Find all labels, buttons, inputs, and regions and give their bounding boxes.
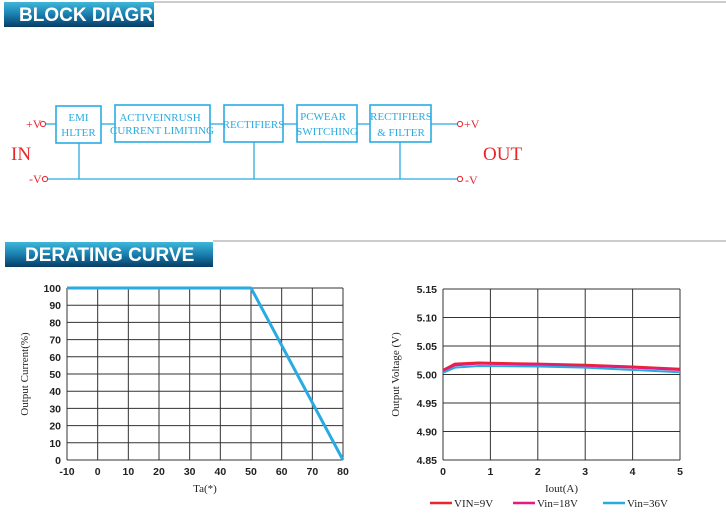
block-diagram-banner: BLOCK DIAGRAM — [4, 1, 726, 27]
x-tick-label: 0 — [440, 466, 446, 478]
derating-title: DERATING CURVE — [25, 245, 194, 266]
output-minus-label: -V — [465, 173, 478, 187]
y-tick-label: 80 — [49, 317, 61, 329]
x-tick-label: 2 — [535, 466, 541, 478]
block-text: & FILTER — [377, 127, 425, 139]
output-minus-terminal — [456, 175, 464, 183]
block-active-inrush: ACTIVEINRUSH CURRENT LIMITING — [110, 104, 214, 143]
block-text: HLTER — [61, 127, 96, 139]
derating-chart: -10 0 10 20 30 40 50 60 70 8001020304050607080901… — [19, 283, 349, 495]
x-tick-label: 4 — [630, 466, 636, 478]
input-minus-terminal — [41, 175, 49, 183]
y-tick-label: 4.90 — [417, 427, 438, 439]
input-plus-terminal — [39, 120, 47, 128]
output-label: OUT — [483, 144, 522, 165]
x-tick-label: 50 — [245, 466, 257, 478]
y-axis-label: Output Current(%) — [19, 332, 31, 416]
y-tick-label: 40 — [49, 386, 61, 398]
y-tick-label: 4.95 — [417, 398, 438, 410]
x-tick-label: -10 — [59, 466, 74, 478]
x-tick-label: 30 — [184, 466, 196, 478]
output-voltage-chart: 0 1 2 3 4 5 4.85 4.90 4.95 5.00 5.05 5.10 5.15 Iout(A… — [390, 284, 683, 510]
x-tick-label: 40 — [214, 466, 226, 478]
series-line-0 — [67, 286, 345, 461]
block-text: SWITCHING — [296, 126, 358, 138]
block-diagram: +V -V +V -V IN OUT EMI HLTER ACTIVEINRUS… — [11, 104, 522, 187]
legend-label: Vin=18V — [537, 498, 578, 510]
x-tick-label: 10 — [122, 466, 134, 478]
block-text: RECTIFIERS — [223, 119, 285, 131]
series-line-1 — [442, 362, 681, 372]
y-tick-label: 70 — [49, 335, 61, 347]
derating-banner: DERATING CURVE — [5, 240, 726, 267]
x-tick-label: 20 — [153, 466, 165, 478]
x-tick-label: 3 — [582, 466, 588, 478]
y-axis-label: Output Voltage (V) — [390, 332, 402, 417]
y-tick-label: 5.00 — [417, 370, 438, 382]
block-rectifiers: RECTIFIERS — [223, 104, 285, 143]
y-tick-label: 5.10 — [417, 313, 438, 325]
y-tick-label: 60 — [49, 352, 61, 364]
block-text: EMI — [68, 112, 89, 124]
block-text: CURRENT LIMITING — [110, 125, 214, 137]
input-label: IN — [11, 144, 31, 165]
y-tick-label: 50 — [49, 369, 61, 381]
series-line-2 — [442, 364, 681, 374]
y-tick-label: 100 — [43, 283, 61, 295]
x-tick-label: 1 — [487, 466, 493, 478]
legend-label: VIN=9V — [454, 498, 493, 510]
output-plus-terminal — [456, 120, 464, 128]
block-emi-filter: EMI HLTER — [55, 105, 102, 144]
legend-label: Vin=36V — [627, 498, 668, 510]
x-axis-label: Ta(*) — [193, 483, 217, 495]
input-plus-label: +V — [26, 117, 42, 131]
x-tick-label: 80 — [337, 466, 349, 478]
y-tick-label: 20 — [49, 421, 61, 433]
block-text: PCWEAR — [300, 111, 347, 123]
x-tick-label: 70 — [306, 466, 318, 478]
y-tick-label: 90 — [49, 300, 61, 312]
x-axis-label: Iout(A) — [545, 483, 578, 495]
y-tick-label: 30 — [49, 403, 61, 415]
y-tick-label: 4.85 — [417, 455, 438, 467]
y-tick-label: 0 — [55, 455, 61, 467]
block-text: RECTIFIERS — [370, 111, 432, 123]
y-tick-label: 10 — [49, 438, 61, 450]
x-tick-label: 5 — [677, 466, 683, 478]
block-pcwear-switching: PCWEAR SWITCHING — [296, 104, 358, 143]
block-rectifiers-filter: RECTIFIERS & FILTER — [369, 104, 432, 143]
y-tick-label: 5.15 — [417, 284, 438, 296]
series-line-0 — [442, 361, 681, 371]
x-tick-label: 0 — [95, 466, 101, 478]
x-tick-label: 60 — [276, 466, 288, 478]
block-text: ACTIVEINRUSH — [119, 112, 200, 124]
output-plus-label: +V — [464, 117, 480, 131]
y-tick-label: 5.05 — [417, 341, 438, 353]
input-minus-label: -V — [29, 172, 42, 186]
block-diagram-title: BLOCK DIAGRAM — [19, 5, 183, 26]
